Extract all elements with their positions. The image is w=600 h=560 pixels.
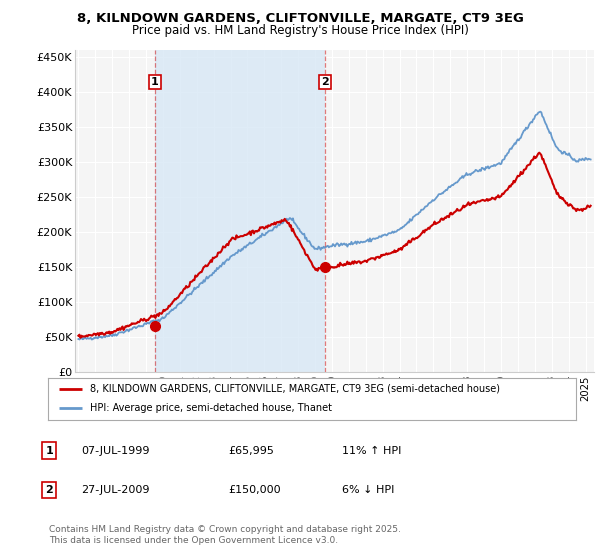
Text: 8, KILNDOWN GARDENS, CLIFTONVILLE, MARGATE, CT9 3EG: 8, KILNDOWN GARDENS, CLIFTONVILLE, MARGA… — [77, 12, 523, 25]
Text: 27-JUL-2009: 27-JUL-2009 — [81, 485, 149, 495]
Text: 2: 2 — [321, 77, 329, 87]
Text: Contains HM Land Registry data © Crown copyright and database right 2025.
This d: Contains HM Land Registry data © Crown c… — [49, 525, 401, 545]
Text: HPI: Average price, semi-detached house, Thanet: HPI: Average price, semi-detached house,… — [90, 403, 332, 413]
Text: £65,995: £65,995 — [228, 446, 274, 456]
Text: £150,000: £150,000 — [228, 485, 281, 495]
Text: 11% ↑ HPI: 11% ↑ HPI — [342, 446, 401, 456]
Text: Price paid vs. HM Land Registry's House Price Index (HPI): Price paid vs. HM Land Registry's House … — [131, 24, 469, 37]
Text: 1: 1 — [151, 77, 158, 87]
Text: 8, KILNDOWN GARDENS, CLIFTONVILLE, MARGATE, CT9 3EG (semi-detached house): 8, KILNDOWN GARDENS, CLIFTONVILLE, MARGA… — [90, 384, 500, 394]
Text: 1: 1 — [46, 446, 53, 456]
Text: 2: 2 — [46, 485, 53, 495]
Text: 07-JUL-1999: 07-JUL-1999 — [81, 446, 149, 456]
Bar — [155, 50, 325, 372]
Text: 6% ↓ HPI: 6% ↓ HPI — [342, 485, 394, 495]
